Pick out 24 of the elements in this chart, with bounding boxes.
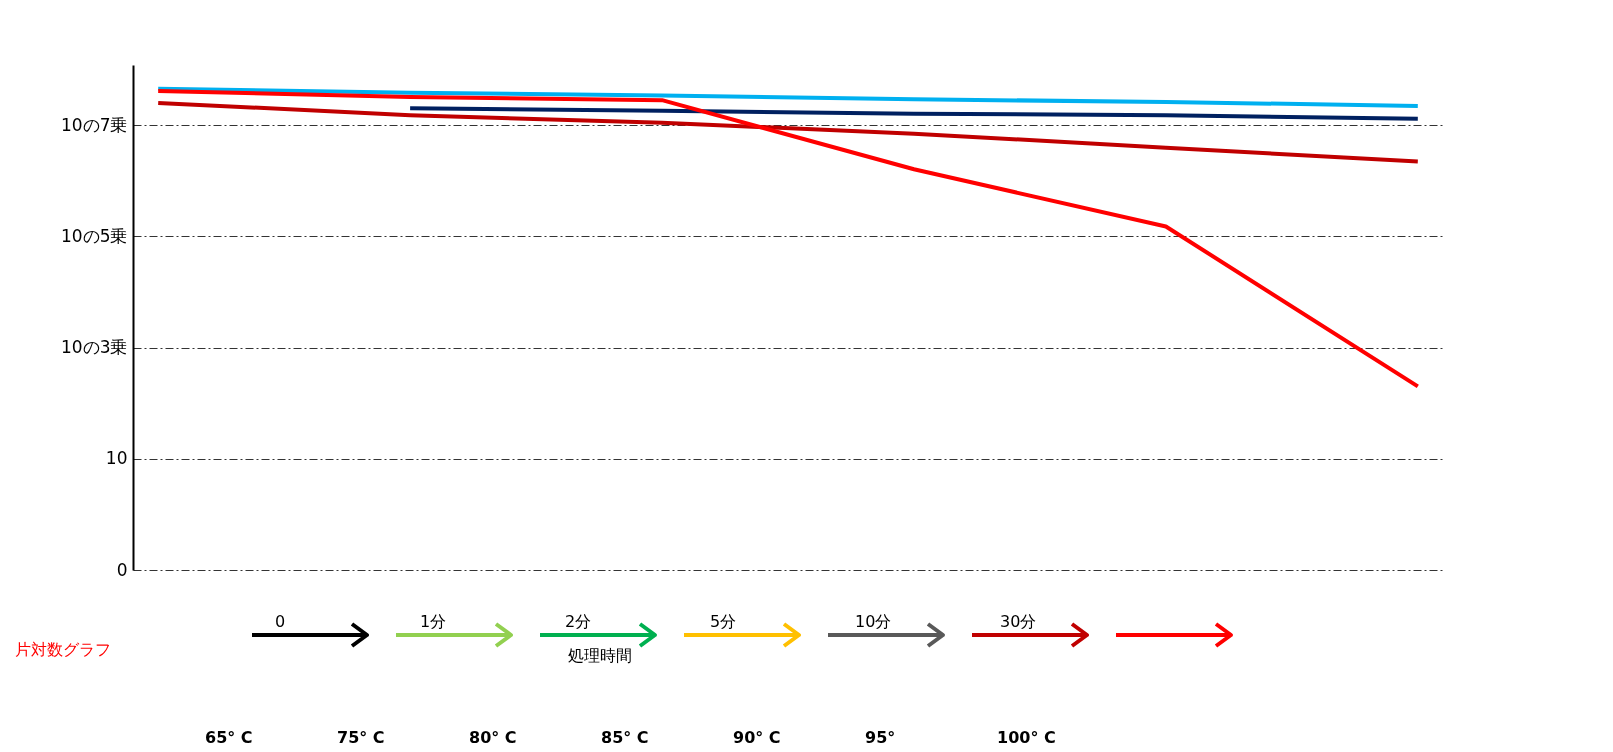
text: 80° C [469,728,517,747]
text: 90° C [733,728,781,747]
y-tick-label: 10 [105,448,128,469]
text: 75° C [337,728,385,747]
text: 1分 [420,612,447,633]
line-series [156,100,1420,164]
line-series [156,86,1420,108]
y-tick-label: 10の5乗 [61,225,128,246]
y-tick-label: 0 [116,559,128,580]
text: 100° C [997,728,1056,747]
text: 5分 [710,612,737,633]
text: 片対数グラフ [15,640,111,661]
line-series [408,106,1420,121]
text: 30分 [1000,612,1037,633]
text: 95° [865,728,896,747]
text: 2分 [565,612,592,633]
text: 0 [275,612,286,631]
line-series [156,88,1420,389]
text: 85° C [601,728,649,747]
y-tick-label: 10の7乗 [61,114,128,135]
y-tick-label: 10の3乗 [61,337,128,358]
text: 65° C [205,728,253,747]
text: 処理時間 [568,646,632,667]
text: 10分 [855,612,892,633]
